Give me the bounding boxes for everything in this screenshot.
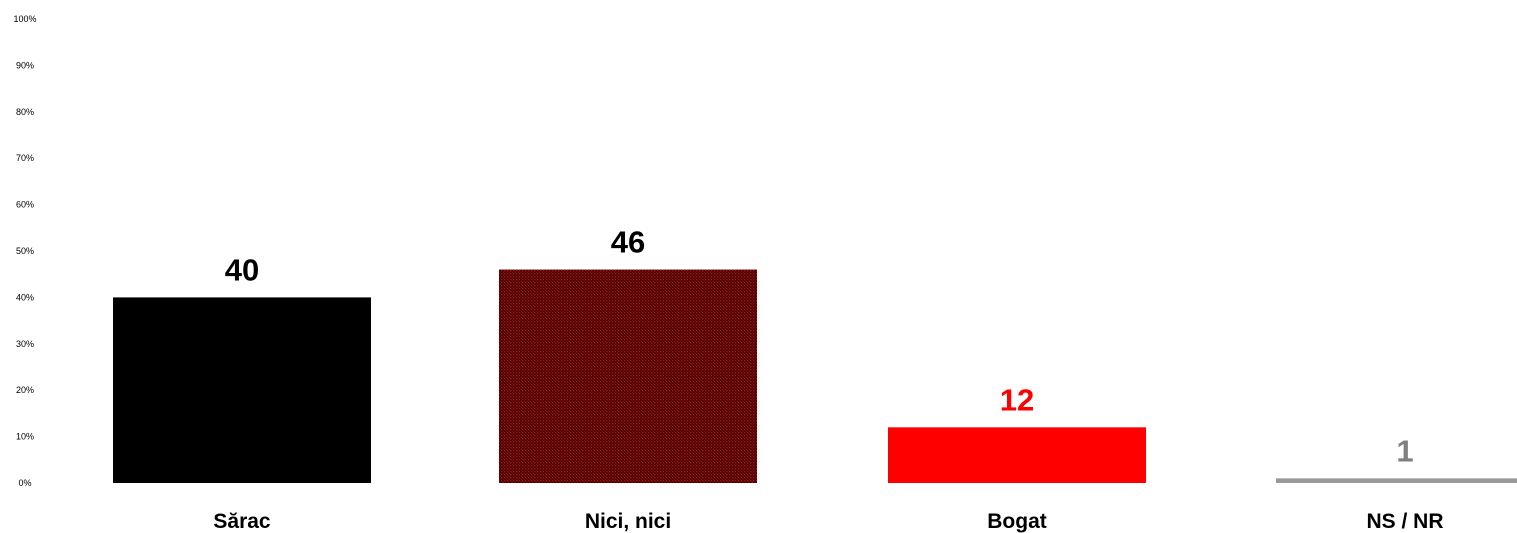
bars <box>113 269 1517 483</box>
bar <box>888 427 1146 483</box>
value-labels: 40 46 12 1 <box>225 225 1414 469</box>
bar <box>499 269 757 483</box>
category-label: NS / NR <box>1366 510 1443 533</box>
y-tick-label: 10% <box>16 432 34 442</box>
bar-value-label: 40 <box>225 252 259 287</box>
y-tick-label: 40% <box>16 292 34 302</box>
y-tick-label: 90% <box>16 60 34 70</box>
bar-value-label: 1 <box>1396 433 1413 468</box>
y-axis: 0% 10% 20% 30% 40% 50% 60% 70% 80% 90% 100% <box>13 14 36 488</box>
category-label: Nici, nici <box>585 510 671 533</box>
y-tick-label: 70% <box>16 153 34 163</box>
y-tick-label: 100% <box>13 14 36 24</box>
y-tick-label: 20% <box>16 385 34 395</box>
category-label: Sărac <box>213 510 271 533</box>
category-labels: Sărac Nici, nici Bogat NS / NR <box>213 510 1443 533</box>
category-label: Bogat <box>987 510 1047 533</box>
y-tick-label: 60% <box>16 200 34 210</box>
bar <box>113 297 371 483</box>
bar-value-label: 12 <box>1000 382 1034 417</box>
y-tick-label: 30% <box>16 339 34 349</box>
y-tick-label: 80% <box>16 107 34 117</box>
y-tick-label: 0% <box>18 478 31 488</box>
bar-value-label: 46 <box>611 225 645 260</box>
bar <box>1276 478 1517 483</box>
y-tick-label: 50% <box>16 246 34 256</box>
